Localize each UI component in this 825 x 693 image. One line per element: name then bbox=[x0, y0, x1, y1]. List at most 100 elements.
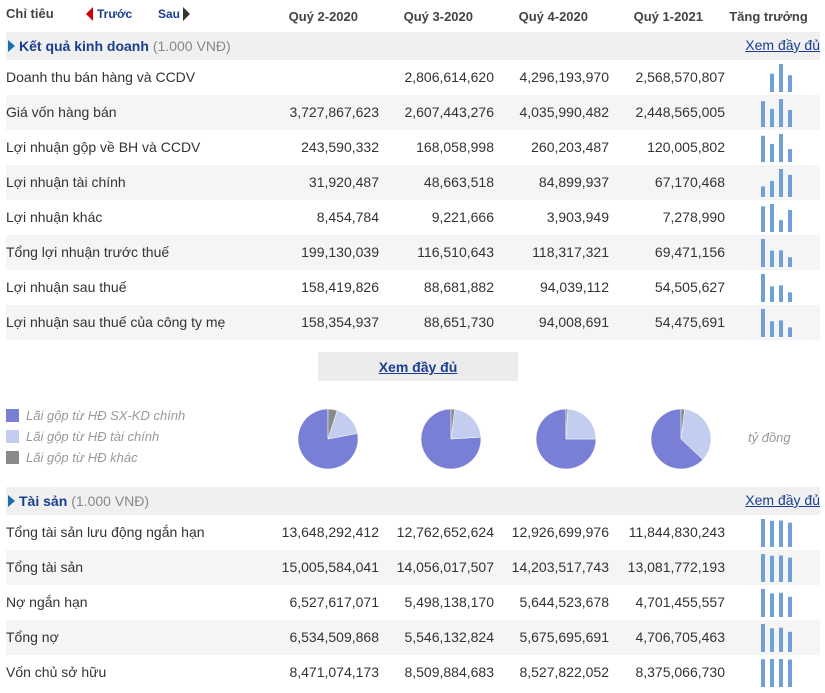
growth-bar bbox=[761, 186, 765, 197]
row-value: 158,419,826 bbox=[301, 279, 379, 295]
row-value: 88,651,730 bbox=[423, 314, 494, 330]
row-value: 168,058,998 bbox=[416, 139, 494, 155]
growth-sparkline bbox=[761, 239, 792, 267]
pie-legend: Lãi gộp từ HĐ SX-KD chính Lãi gộp từ HĐ … bbox=[6, 405, 185, 468]
growth-bar bbox=[779, 555, 783, 582]
next-label: Sau bbox=[158, 7, 181, 21]
growth-sparkline bbox=[761, 659, 792, 687]
row-label: Lợi nhuận sau thuế bbox=[6, 279, 127, 295]
view-full-business-link[interactable]: Xem đầy đủ bbox=[745, 37, 820, 53]
row-label: Giá vốn hàng bán bbox=[6, 104, 117, 120]
next-button[interactable]: Sau bbox=[158, 7, 191, 21]
table-row: Tổng tài sản lưu động ngắn hạn 13,648,292… bbox=[6, 515, 820, 550]
growth-sparkline bbox=[761, 134, 792, 162]
row-value: 3,727,867,623 bbox=[289, 104, 379, 120]
view-full-button[interactable]: Xem đầy đủ bbox=[318, 352, 518, 381]
row-value: 14,203,517,743 bbox=[511, 559, 609, 575]
growth-bar bbox=[761, 101, 765, 127]
row-value: 4,035,990,482 bbox=[519, 104, 609, 120]
pie-slice bbox=[565, 408, 597, 440]
row-value: 6,527,617,071 bbox=[289, 594, 379, 610]
growth-sparkline bbox=[761, 169, 792, 197]
row-value: 54,475,691 bbox=[654, 314, 725, 330]
column-header-q4-2020: Quý 4-2020 bbox=[518, 9, 588, 24]
legend-item-finance: Lãi gộp từ HĐ tài chính bbox=[6, 426, 185, 447]
pie-slice bbox=[680, 408, 712, 460]
row-value: 13,648,292,412 bbox=[281, 524, 379, 540]
row-label: Lợi nhuận gộp về BH và CCDV bbox=[6, 139, 201, 155]
row-value: 7,278,990 bbox=[662, 209, 725, 225]
row-label: Nợ ngắn hạn bbox=[6, 594, 88, 610]
row-value: 8,527,822,052 bbox=[519, 664, 609, 680]
row-value: 31,920,487 bbox=[308, 174, 379, 190]
column-header-growth: Tăng trưởng bbox=[729, 9, 808, 24]
row-value: 120,005,802 bbox=[647, 139, 725, 155]
row-label: Tổng tài sản bbox=[6, 559, 84, 575]
growth-bar bbox=[779, 64, 783, 92]
growth-bar bbox=[788, 596, 792, 617]
arrow-left-icon bbox=[86, 7, 93, 21]
table-row: Lợi nhuận khác 8,454,784 9,221,666 3,903,94… bbox=[6, 200, 820, 235]
pie-slice bbox=[450, 408, 482, 440]
table-row: Vốn chủ sở hữu 8,471,074,173 8,509,884,683… bbox=[6, 655, 820, 690]
table-row: Tổng tài sản 15,005,584,041 14,056,017,507… bbox=[6, 550, 820, 585]
growth-bar bbox=[788, 174, 792, 197]
row-value: 260,203,487 bbox=[531, 139, 609, 155]
growth-bar bbox=[770, 108, 774, 127]
legend-label-main: Lãi gộp từ HĐ SX-KD chính bbox=[26, 408, 186, 423]
growth-bar bbox=[761, 206, 765, 232]
growth-sparkline bbox=[761, 519, 792, 547]
growth-bar bbox=[788, 659, 792, 687]
growth-sparkline bbox=[761, 589, 792, 617]
growth-bar bbox=[779, 320, 783, 337]
growth-bar bbox=[770, 204, 774, 232]
pie-chart-q3-2020 bbox=[420, 408, 482, 470]
growth-bar bbox=[770, 180, 774, 197]
growth-bar bbox=[788, 149, 792, 162]
legend-swatch-other bbox=[6, 451, 19, 464]
business-results-section-header: Kết quả kinh doanh (1.000 VNĐ) Xem đầy đủ bbox=[6, 32, 820, 60]
section-title-text: Tài sản bbox=[19, 493, 68, 509]
growth-sparkline bbox=[761, 204, 792, 232]
row-value: 4,701,455,557 bbox=[635, 594, 725, 610]
growth-bar bbox=[779, 99, 783, 127]
section-title: Kết quả kinh doanh (1.000 VNĐ) bbox=[19, 38, 231, 54]
legend-swatch-main bbox=[6, 409, 19, 422]
growth-bar bbox=[761, 274, 765, 302]
table-row: Doanh thu bán hàng và CCDV 2,806,614,620 4… bbox=[6, 60, 820, 95]
pie-slice bbox=[535, 408, 597, 470]
pie-unit-label: tỷ đồng bbox=[748, 430, 791, 445]
row-label: Lợi nhuận khác bbox=[6, 209, 103, 225]
growth-bar bbox=[761, 659, 765, 687]
row-value: 13,081,772,193 bbox=[627, 559, 725, 575]
growth-bar bbox=[770, 286, 774, 302]
growth-sparkline bbox=[761, 274, 792, 302]
growth-bar bbox=[770, 628, 774, 652]
section-title-text: Kết quả kinh doanh bbox=[19, 38, 149, 54]
row-label: Vốn chủ sở hữu bbox=[6, 664, 107, 680]
section-unit: (1.000 VNĐ) bbox=[71, 493, 150, 509]
growth-bar bbox=[761, 554, 765, 582]
pie-chart-q4-2020 bbox=[535, 408, 597, 470]
growth-bar bbox=[788, 209, 792, 232]
growth-bar bbox=[779, 659, 783, 687]
growth-bar bbox=[779, 169, 783, 197]
growth-bar bbox=[770, 659, 774, 687]
view-full-assets-link[interactable]: Xem đầy đủ bbox=[745, 492, 820, 508]
column-header-q3-2020: Quý 3-2020 bbox=[403, 9, 473, 24]
pie-slice bbox=[297, 408, 359, 470]
section-unit: (1.000 VNĐ) bbox=[152, 38, 231, 54]
growth-sparkline bbox=[770, 64, 792, 92]
row-value: 5,498,138,170 bbox=[404, 594, 494, 610]
table-header: Chỉ tiêu Trước Sau Quý 2-2020 Quý 3-2020… bbox=[0, 0, 825, 32]
growth-bar bbox=[788, 631, 792, 652]
previous-button[interactable]: Trước bbox=[86, 7, 132, 21]
row-value: 116,510,643 bbox=[417, 244, 494, 260]
row-value: 9,221,666 bbox=[431, 209, 494, 225]
table-row: Lợi nhuận sau thuế 158,419,826 88,681,882 9… bbox=[6, 270, 820, 305]
growth-bar bbox=[788, 110, 792, 127]
row-value: 12,926,699,976 bbox=[511, 524, 609, 540]
growth-bar bbox=[788, 257, 792, 267]
growth-bar bbox=[770, 593, 774, 617]
growth-sparkline bbox=[761, 554, 792, 582]
